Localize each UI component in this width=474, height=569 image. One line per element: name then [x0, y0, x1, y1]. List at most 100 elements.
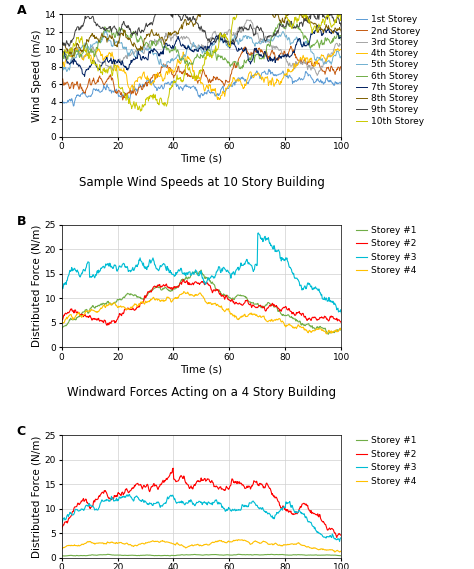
- Storey #4: [181, 288, 187, 295]
- 5th Storey: [333, 52, 338, 59]
- 6th Storey: [191, 55, 197, 62]
- Storey #1: [289, 551, 295, 558]
- Y-axis label: Wind Speed (m/s): Wind Speed (m/s): [32, 29, 42, 122]
- Storey #4: [225, 538, 231, 545]
- Storey #1: [59, 552, 64, 559]
- Storey #3: [193, 268, 199, 275]
- 10th Storey: [226, 43, 231, 50]
- Y-axis label: Distributed Force (N/m): Distributed Force (N/m): [32, 225, 42, 347]
- Storey #4: [338, 327, 344, 333]
- 4th Storey: [338, 46, 344, 52]
- 4th Storey: [216, 96, 222, 103]
- Storey #1: [194, 551, 200, 558]
- Y-axis label: Distributed Force (N/m): Distributed Force (N/m): [32, 435, 42, 558]
- Storey #2: [192, 482, 198, 489]
- Storey #1: [191, 269, 197, 275]
- Line: Storey #1: Storey #1: [62, 270, 341, 334]
- Storey #3: [332, 535, 338, 542]
- 4th Storey: [192, 77, 198, 84]
- 5th Storey: [289, 39, 295, 46]
- 9th Storey: [63, 43, 68, 50]
- Storey #3: [337, 538, 342, 545]
- Legend: Storey #1, Storey #2, Storey #3, Storey #4: Storey #1, Storey #2, Storey #3, Storey …: [353, 433, 419, 489]
- 9th Storey: [338, 24, 344, 31]
- 9th Storey: [333, 18, 338, 25]
- 3rd Storey: [225, 27, 231, 34]
- 6th Storey: [237, 65, 243, 72]
- Text: Sample Wind Speeds at 10 Story Building: Sample Wind Speeds at 10 Story Building: [79, 176, 324, 189]
- 1st Storey: [71, 102, 76, 109]
- 10th Storey: [289, 25, 295, 32]
- 7th Storey: [314, 22, 320, 28]
- Storey #4: [210, 539, 216, 546]
- Storey #2: [194, 479, 200, 485]
- Storey #1: [338, 327, 344, 333]
- Storey #2: [289, 311, 295, 318]
- 4th Storey: [333, 47, 338, 53]
- Storey #3: [194, 499, 200, 506]
- Text: Windward Forces Acting on a 4 Story Building: Windward Forces Acting on a 4 Story Buil…: [67, 386, 336, 399]
- 4th Storey: [289, 68, 295, 75]
- 9th Storey: [227, 42, 232, 48]
- 6th Storey: [333, 35, 338, 42]
- 5th Storey: [64, 68, 70, 75]
- Text: A: A: [17, 5, 27, 18]
- Line: 5th Storey: 5th Storey: [62, 30, 341, 72]
- Storey #2: [193, 278, 199, 285]
- Storey #4: [194, 292, 200, 299]
- Storey #3: [338, 310, 344, 316]
- Line: 9th Storey: 9th Storey: [62, 1, 341, 46]
- 10th Storey: [194, 73, 200, 80]
- Storey #2: [59, 317, 64, 324]
- Storey #1: [227, 551, 232, 558]
- 7th Storey: [333, 29, 338, 36]
- Storey #2: [194, 279, 200, 286]
- 8th Storey: [333, 26, 338, 32]
- Line: 6th Storey: 6th Storey: [62, 21, 341, 69]
- 7th Storey: [226, 40, 231, 47]
- Legend: Storey #1, Storey #2, Storey #3, Storey #4: Storey #1, Storey #2, Storey #3, Storey …: [353, 222, 419, 279]
- 1st Storey: [266, 66, 272, 73]
- 7th Storey: [194, 47, 200, 53]
- 8th Storey: [69, 53, 75, 60]
- 6th Storey: [225, 58, 231, 65]
- Storey #1: [193, 269, 199, 276]
- 4th Storey: [59, 59, 64, 65]
- 2nd Storey: [288, 43, 294, 50]
- 9th Storey: [193, 18, 199, 25]
- 6th Storey: [277, 18, 283, 24]
- 3rd Storey: [210, 30, 216, 37]
- 8th Storey: [192, 21, 198, 28]
- 8th Storey: [289, 4, 295, 11]
- Storey #1: [289, 313, 294, 320]
- Storey #2: [338, 532, 344, 539]
- 4th Storey: [210, 87, 216, 94]
- 5th Storey: [211, 42, 217, 48]
- Storey #4: [191, 542, 197, 549]
- 3rd Storey: [59, 50, 64, 57]
- 10th Storey: [138, 108, 144, 115]
- Storey #1: [333, 327, 338, 334]
- 4th Storey: [95, 44, 100, 51]
- 2nd Storey: [289, 46, 295, 52]
- 3rd Storey: [193, 43, 199, 50]
- Line: Storey #3: Storey #3: [62, 233, 341, 313]
- 2nd Storey: [226, 79, 231, 85]
- Storey #2: [59, 527, 64, 534]
- 6th Storey: [193, 54, 199, 61]
- 8th Storey: [59, 42, 64, 48]
- 10th Storey: [59, 55, 64, 61]
- Storey #2: [334, 534, 340, 541]
- 1st Storey: [210, 89, 216, 96]
- Storey #1: [198, 267, 204, 274]
- X-axis label: Time (s): Time (s): [181, 365, 222, 374]
- Line: 10th Storey: 10th Storey: [62, 0, 341, 112]
- 8th Storey: [210, 0, 216, 2]
- 3rd Storey: [314, 72, 320, 79]
- Line: 3rd Storey: 3rd Storey: [62, 20, 341, 76]
- 7th Storey: [210, 38, 216, 45]
- 1st Storey: [338, 81, 344, 88]
- Storey #1: [59, 327, 64, 333]
- 5th Storey: [102, 27, 108, 34]
- 6th Storey: [59, 50, 64, 57]
